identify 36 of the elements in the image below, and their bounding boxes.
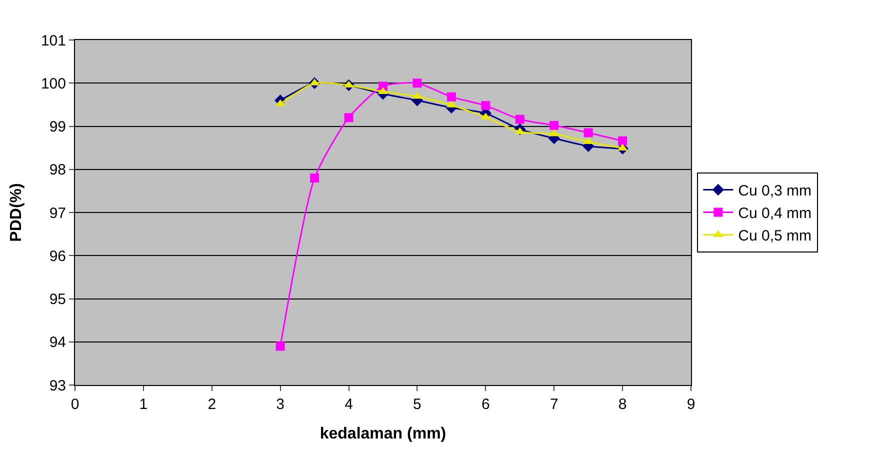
point xyxy=(481,101,490,110)
y-tick-label: 94 xyxy=(49,334,66,352)
legend-label: Cu 0,3 mm xyxy=(738,182,812,200)
point xyxy=(310,174,320,182)
y-axis-title: PDD(%) xyxy=(8,183,25,242)
point xyxy=(515,114,524,124)
x-axis-title: kedalaman (mm) xyxy=(320,426,446,443)
y-tick-label: 101 xyxy=(40,32,66,50)
y-tick-label: 97 xyxy=(49,204,66,222)
x-tick-label: 8 xyxy=(618,396,627,413)
y-tick-label: 93 xyxy=(49,377,66,394)
y-tick-label: 96 xyxy=(49,248,66,265)
x-tick-label: 1 xyxy=(139,396,148,413)
x-tick-label: 9 xyxy=(686,396,696,413)
point xyxy=(412,92,422,99)
point xyxy=(584,128,593,138)
legend-label: Cu 0,4 mm xyxy=(738,205,812,222)
point xyxy=(276,342,285,351)
x-tick-label: 4 xyxy=(344,396,353,413)
x-tick-label: 6 xyxy=(482,396,490,413)
point xyxy=(446,92,456,102)
y-tick-label: 99 xyxy=(49,118,66,136)
y-tick-label: 95 xyxy=(49,291,66,308)
point xyxy=(550,120,559,130)
x-tick-label: 0 xyxy=(70,396,80,413)
x-tick-label: 5 xyxy=(413,396,422,413)
y-tick-label: 100 xyxy=(40,75,66,92)
point xyxy=(344,80,354,88)
x-tick-label: 7 xyxy=(550,396,558,413)
x-tick-label: 3 xyxy=(276,396,284,413)
point xyxy=(618,136,628,146)
legend-label: Cu 0,5 mm xyxy=(738,228,812,245)
x-tick-label: 2 xyxy=(208,396,216,413)
y-tick-label: 98 xyxy=(49,162,66,179)
point xyxy=(412,78,422,88)
point xyxy=(344,113,354,122)
